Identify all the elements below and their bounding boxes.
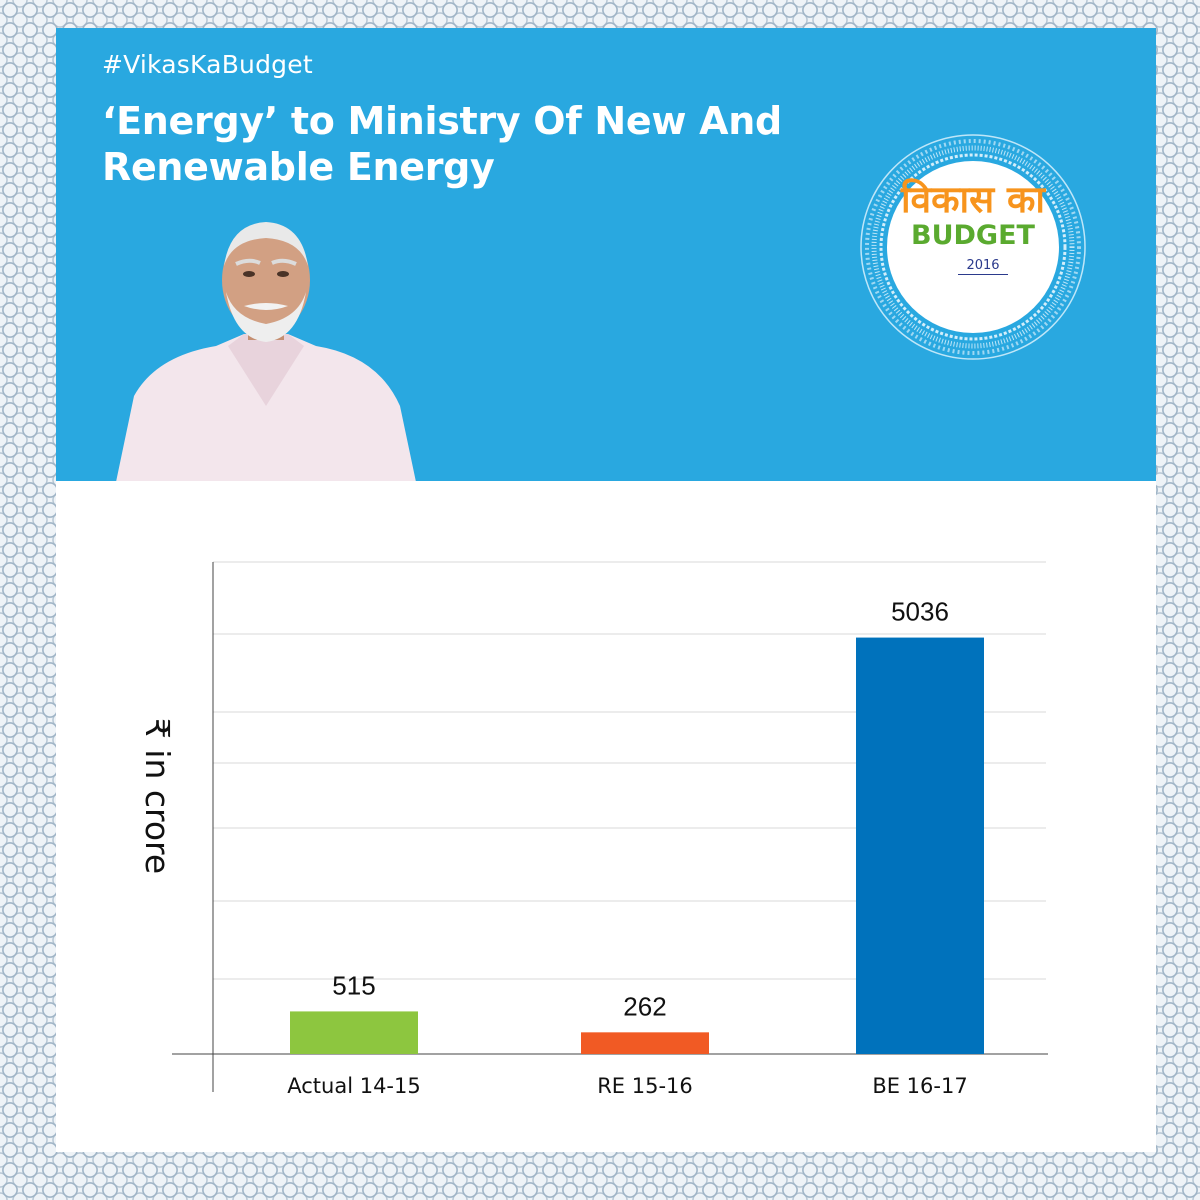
- leader-portrait: [116, 222, 416, 481]
- x-tick-label-3: BE 16-17: [872, 1074, 967, 1098]
- budget-logo-seal: [860, 134, 1086, 360]
- chart-value-labels: 515 262 5036: [332, 597, 949, 1022]
- y-axis-title: ₹ in crore: [138, 718, 177, 874]
- bar-value-label-2: 262: [623, 991, 666, 1021]
- bar-value-label-1: 515: [332, 970, 375, 1000]
- x-tick-label-1: Actual 14-15: [287, 1074, 421, 1098]
- chart-bars: [290, 637, 984, 1054]
- header-banner: #VikasKaBudget ‘Energy’ to Ministry Of N…: [56, 28, 1156, 481]
- logo-year-text: 2016: [958, 258, 1008, 275]
- x-tick-label-2: RE 15-16: [597, 1074, 693, 1098]
- logo-hindi-text: विकास का: [900, 178, 1046, 221]
- bar-3: [856, 637, 984, 1054]
- bar-value-label-3: 5036: [891, 597, 949, 627]
- logo-budget-text: BUDGET: [911, 220, 1035, 251]
- page-title: ‘Energy’ to Ministry Of New And Renewabl…: [102, 99, 782, 189]
- content-card: #VikasKaBudget ‘Energy’ to Ministry Of N…: [56, 28, 1156, 1152]
- chart-x-tick-labels: Actual 14-15 RE 15-16 BE 16-17: [287, 1074, 967, 1098]
- hashtag-text: #VikasKaBudget: [102, 50, 313, 79]
- bar-1: [290, 1011, 418, 1054]
- bar-2: [581, 1032, 709, 1054]
